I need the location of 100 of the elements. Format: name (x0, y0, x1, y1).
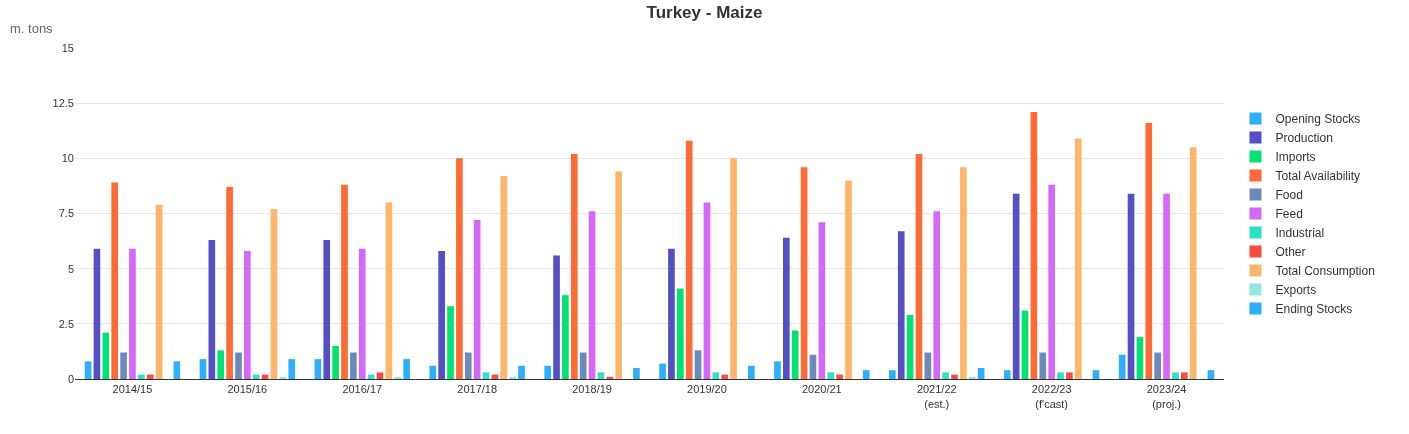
bar (129, 248, 136, 379)
bar (102, 332, 110, 379)
legend-label: Total Consumption (1275, 264, 1375, 279)
y-tick-label: 7.5 (58, 207, 74, 220)
x-tick-label: 2020/21 (801, 383, 842, 396)
bar (217, 350, 225, 379)
bar (385, 202, 393, 379)
bar (1180, 372, 1188, 379)
bar (579, 352, 587, 379)
bar (456, 158, 463, 379)
bar (447, 306, 454, 379)
bar (270, 209, 278, 379)
bar (1039, 352, 1047, 379)
legend-label: Opening Stocks (1275, 112, 1361, 127)
legend-label: Production (1275, 131, 1333, 146)
bar (1012, 193, 1020, 379)
bar (862, 370, 870, 379)
bar (120, 352, 127, 379)
bar (951, 374, 958, 379)
legend-label: Food (1275, 188, 1303, 203)
bar (977, 367, 985, 379)
bar (818, 222, 826, 379)
bar (827, 372, 835, 379)
chart-title: Turkey - Maize (646, 3, 763, 23)
bar (226, 187, 233, 379)
legend-label: Other (1275, 245, 1306, 260)
bar (676, 288, 684, 379)
bar (111, 182, 119, 379)
x-tick-label: 2016/17 (342, 383, 383, 396)
bar (482, 372, 490, 379)
x-tick-label: 2018/19 (572, 383, 612, 396)
bar (1207, 370, 1215, 379)
bar (288, 359, 296, 379)
bar (429, 365, 437, 379)
bar (376, 372, 384, 379)
bar (685, 140, 693, 379)
bar (138, 374, 145, 379)
bar (199, 359, 207, 379)
bar (668, 248, 675, 379)
bar (721, 374, 729, 379)
bar (252, 374, 260, 379)
bar (1172, 372, 1179, 379)
bar (473, 220, 481, 379)
legend-label: Exports (1275, 283, 1317, 298)
bar (712, 372, 720, 379)
y-tick-label: 10 (61, 152, 74, 165)
x-tick-label: 2015/16 (227, 383, 268, 396)
bar (703, 202, 711, 379)
bar (748, 365, 755, 379)
bar (845, 180, 852, 379)
bar (633, 367, 640, 379)
bar (244, 251, 251, 379)
bar (915, 153, 923, 379)
x-tick-label: 2022/23 (f'cast) (1031, 383, 1072, 410)
bar (1003, 370, 1011, 379)
y-tick-label: 2.5 (58, 317, 74, 330)
bar (155, 204, 163, 379)
bar (332, 345, 339, 379)
bar (562, 295, 569, 379)
bar (1092, 370, 1100, 379)
bar (1030, 111, 1038, 379)
bar (1154, 352, 1161, 379)
bar (403, 359, 410, 379)
bar (774, 361, 781, 379)
legend-label: Ending Stocks (1275, 302, 1353, 317)
bar (588, 211, 596, 379)
bar (960, 167, 967, 379)
bar (464, 352, 472, 379)
x-tick-label: 2017/18 (457, 383, 498, 396)
bar (889, 370, 896, 379)
bar (235, 352, 242, 379)
bar (694, 350, 702, 379)
bar (615, 171, 623, 379)
bar (659, 363, 666, 379)
bar (358, 248, 366, 379)
bar (350, 352, 357, 379)
y-tick-label: 0 (67, 372, 74, 385)
bar (93, 248, 101, 379)
bar (1189, 147, 1197, 379)
x-tick-label: 2019/20 (687, 383, 727, 396)
bar (942, 372, 949, 379)
bar (341, 184, 348, 379)
bar (597, 372, 605, 379)
bar (933, 211, 941, 379)
bar (553, 255, 560, 379)
bar (1136, 337, 1144, 379)
bar (800, 167, 808, 379)
x-tick-label: 2021/22 (est.) (916, 383, 957, 410)
bar (544, 365, 551, 379)
bar (1048, 184, 1055, 379)
bar (208, 239, 216, 379)
legend-label: Total Availability (1275, 169, 1360, 184)
bar (518, 365, 525, 379)
bar (906, 315, 914, 379)
legend-label: Imports (1275, 150, 1316, 165)
bar (570, 153, 578, 379)
bar (1074, 138, 1082, 379)
bar (606, 376, 614, 379)
bar (791, 330, 799, 379)
bar (173, 361, 181, 379)
